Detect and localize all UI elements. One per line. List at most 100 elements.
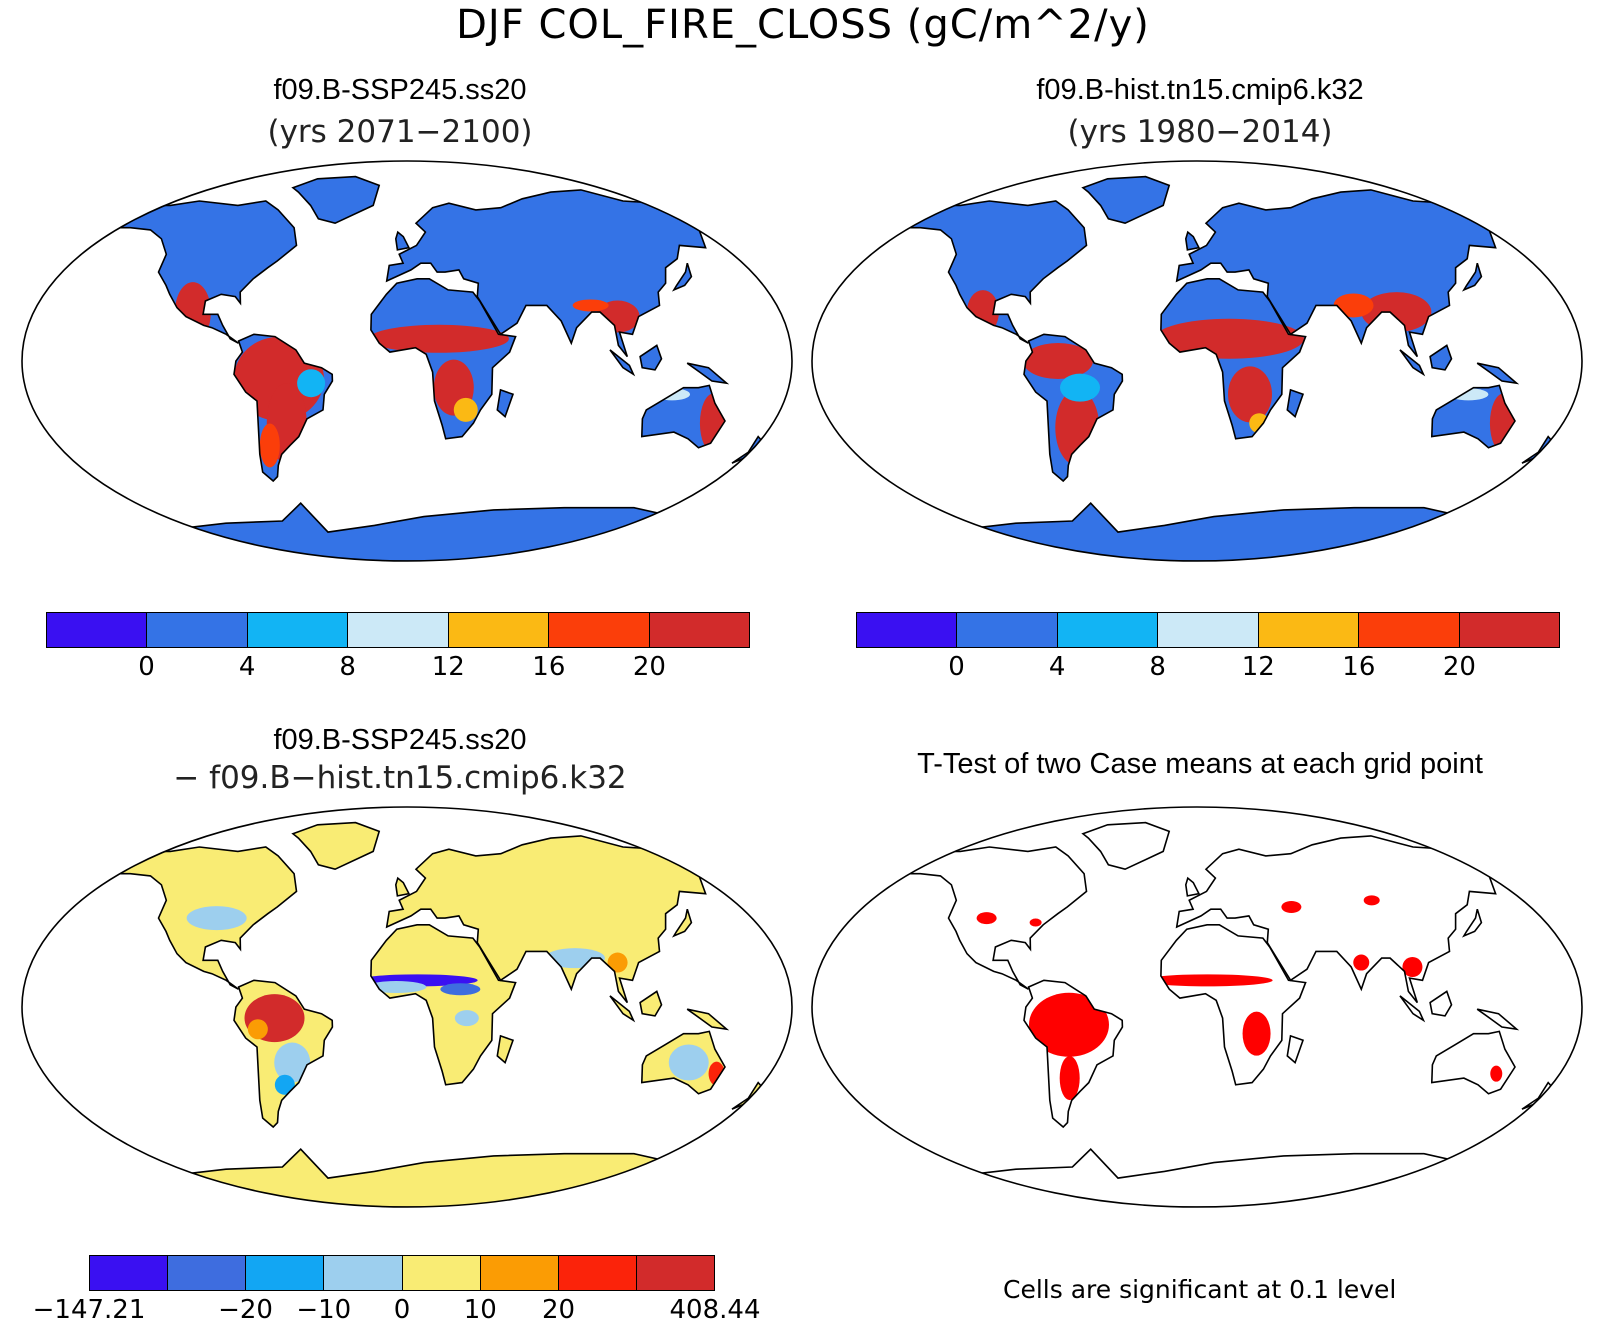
- coastline: [1081, 175, 1171, 225]
- coastline: [496, 1034, 515, 1064]
- data-patch: [1022, 343, 1093, 379]
- coastline: [1399, 349, 1426, 377]
- land-borneo: [640, 345, 662, 370]
- colorbar-top-right: [856, 612, 1560, 648]
- colorbar-swatch: [1258, 613, 1360, 647]
- coastline: [291, 175, 381, 225]
- panel-subtitle-top-left: (yrs 2071−2100): [267, 114, 533, 150]
- significance-note: Cells are significant at 0.1 level: [1003, 1275, 1397, 1304]
- colorbar-tick-label: 408.44: [669, 1295, 761, 1325]
- coastline: [895, 846, 1088, 990]
- data-patch: [1361, 292, 1432, 333]
- data-patch: [607, 952, 628, 973]
- coastline: [1184, 876, 1201, 897]
- data-patch: [1402, 957, 1423, 977]
- coastline: [233, 333, 334, 483]
- coastline: [1399, 995, 1426, 1023]
- data-patch: [1242, 1011, 1271, 1056]
- land-borneo: [1430, 345, 1452, 370]
- data-patch: [1281, 901, 1302, 913]
- coastline: [496, 388, 515, 418]
- coastline: [105, 200, 298, 344]
- data-patch: [708, 1061, 725, 1086]
- land-sumatra: [610, 995, 634, 1021]
- land-uk: [395, 878, 409, 896]
- colorbar-tick-label: 20: [632, 652, 666, 682]
- colorbar-swatch: [1359, 613, 1460, 647]
- land-borneo: [640, 991, 662, 1016]
- coastline: [394, 230, 411, 251]
- colorbar-tick-label: 16: [1342, 652, 1376, 682]
- data-patch: [1363, 895, 1380, 906]
- coastline: [1175, 835, 1519, 1004]
- data-patch: [186, 906, 247, 931]
- colorbar-tick-label: 4: [238, 652, 256, 682]
- coastline: [394, 876, 411, 897]
- land-uk: [395, 232, 409, 250]
- colorbar-swatch: [1057, 613, 1159, 647]
- coastline: [233, 979, 334, 1129]
- data-patch: [440, 983, 481, 996]
- data-patch: [1490, 1065, 1503, 1082]
- colorbar-swatch: [1158, 613, 1259, 647]
- colorbar-tick-label: 8: [339, 652, 356, 682]
- land-eurasia: [386, 835, 727, 1003]
- land-madagascar: [1287, 389, 1303, 417]
- coastline: [671, 908, 693, 938]
- colorbar-swatch: [147, 613, 248, 647]
- map-frame: [21, 160, 793, 562]
- coastline: [609, 349, 636, 377]
- coastline: [639, 344, 663, 371]
- coastline: [609, 995, 636, 1023]
- colorbar-swatch: [246, 1256, 325, 1290]
- colorbar-swatch: [324, 1256, 403, 1290]
- data-patch: [1142, 974, 1273, 987]
- map-top-right: [811, 160, 1583, 562]
- colorbar-swatch: [247, 613, 349, 647]
- colorbar-swatch: [348, 613, 449, 647]
- coastline: [385, 835, 729, 1004]
- coastline: [671, 262, 693, 292]
- colorbar-swatch: [649, 613, 749, 647]
- colorbar-swatch: [549, 613, 650, 647]
- coastline: [370, 924, 517, 1086]
- colorbar-tick-label: 0: [948, 652, 965, 682]
- data-patch: [976, 912, 997, 925]
- panel-title-bottom-right: T-Test of two Case means at each grid po…: [917, 748, 1483, 780]
- land-madagascar: [497, 1035, 513, 1063]
- land-newguinea: [1477, 363, 1517, 384]
- land-madagascar: [497, 389, 513, 417]
- data-patch: [297, 369, 326, 398]
- land-newguinea: [687, 1009, 727, 1030]
- map-frame: [21, 806, 793, 1208]
- colorbar-swatch: [448, 613, 550, 647]
- colorbar-tick-label: −20: [218, 1295, 273, 1325]
- coastline: [1461, 262, 1483, 292]
- coastline: [1286, 388, 1305, 418]
- colorbar-swatch: [47, 613, 148, 647]
- coastline: [686, 1008, 730, 1031]
- data-patch: [1228, 366, 1273, 423]
- land-africa: [370, 278, 516, 439]
- data-patch: [274, 1074, 295, 1095]
- data-patch: [274, 1042, 311, 1083]
- land-sumatra: [1400, 349, 1424, 375]
- land-sumatra: [610, 349, 634, 375]
- data-patch: [1059, 1056, 1080, 1101]
- land-namerica: [896, 201, 1087, 344]
- coastline: [1023, 979, 1124, 1129]
- map-top-left: [21, 160, 793, 562]
- data-patch: [1028, 992, 1109, 1057]
- colorbar-tick-label: −147.21: [32, 1295, 146, 1325]
- land-newguinea: [687, 363, 727, 384]
- coastline: [1184, 230, 1201, 251]
- panel-subtitle-top-right: (yrs 1980−2014): [1067, 114, 1333, 150]
- panel-title-bottom-left: f09.B-SSP245.ss20: [273, 724, 527, 756]
- panel-title-top-right: f09.B-hist.tn15.cmip6.k32: [1036, 74, 1364, 106]
- data-patch: [453, 397, 478, 422]
- land-uk: [1185, 232, 1199, 250]
- colorbar-swatch: [168, 1256, 247, 1290]
- data-patch: [1029, 918, 1042, 927]
- colorbar-swatch: [402, 1256, 481, 1290]
- coastline: [639, 990, 663, 1017]
